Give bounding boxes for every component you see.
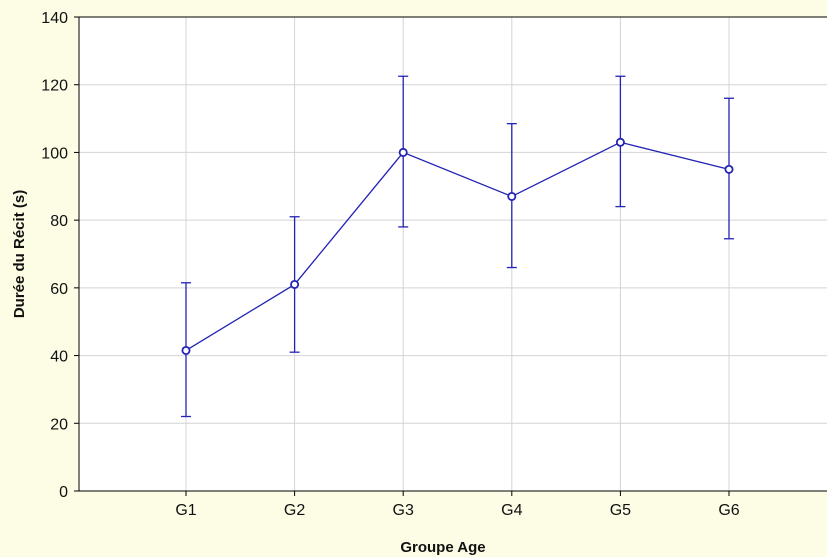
x-tick-label: G3 [393, 502, 414, 519]
y-tick-label: 80 [50, 213, 68, 230]
plot-area [79, 17, 827, 491]
data-point [724, 164, 734, 174]
y-tick-label: 140 [41, 10, 68, 27]
series-line [185, 141, 730, 352]
x-axis-title: Groupe Age [400, 539, 485, 556]
data-point [398, 147, 408, 157]
data-point [507, 191, 517, 201]
x-tick-label: G2 [284, 502, 305, 519]
x-tick-label: G1 [175, 502, 196, 519]
data-point [615, 137, 625, 147]
x-axis-ticks: G1 G2 G3 G4 G5 G6 [175, 491, 740, 519]
y-tick-label: 0 [59, 484, 68, 501]
y-tick-label: 20 [50, 416, 68, 433]
y-axis-title: Durée du Récit (s) [11, 190, 28, 318]
data-point [181, 345, 191, 355]
x-tick-label: G6 [718, 502, 739, 519]
y-tick-label: 120 [41, 78, 68, 95]
y-axis-ticks: 0 20 40 60 80 100 120 140 [41, 10, 79, 501]
data-point [290, 279, 300, 289]
y-tick-label: 40 [50, 349, 68, 366]
y-tick-label: 100 [41, 145, 68, 162]
x-tick-label: G5 [610, 502, 631, 519]
y-tick-label: 60 [50, 281, 68, 298]
series-group [181, 75, 734, 418]
x-tick-label: G4 [501, 502, 522, 519]
